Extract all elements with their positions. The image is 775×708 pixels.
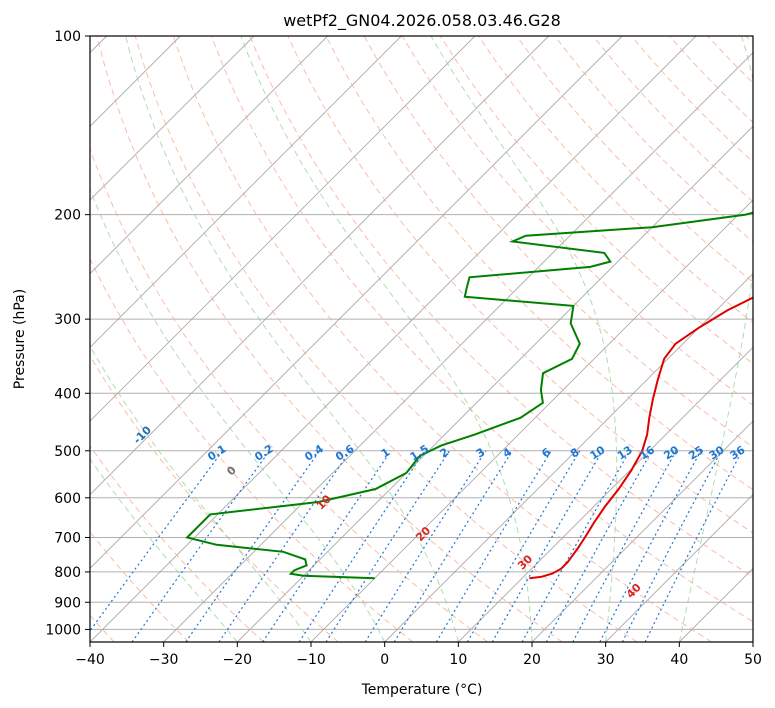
mixing-ratio-line-25 — [599, 450, 702, 642]
mixing-ratio-line-0.2 — [131, 450, 271, 642]
skewed-isotherms — [90, 36, 753, 642]
isotherm-30 — [605, 494, 753, 642]
moist-adiabat--10 — [90, 344, 312, 642]
mixing-ratio-line-20 — [572, 450, 677, 642]
mixing-ratio-line-36 — [644, 450, 743, 642]
mixing-ratio-line-1.5 — [298, 450, 426, 642]
moist-adiabat-20 — [240, 36, 533, 642]
x-axis-ticks: −40 −30 −20 −10 0 10 20 30 40 50 — [75, 642, 762, 668]
x-tick-label: −30 — [149, 652, 179, 668]
dry-adiabat-20 — [96, 36, 563, 642]
y-axis-label: Pressure (hPa) — [12, 289, 28, 389]
isotherm--60 — [90, 36, 549, 496]
isotherm--20 — [237, 125, 753, 642]
isotherm-20 — [531, 420, 753, 642]
isotherm--80 — [90, 36, 402, 348]
mixing-ratio-line-13 — [521, 450, 631, 642]
x-tick-label: −20 — [223, 652, 253, 668]
isotherm--40 — [90, 36, 697, 642]
x-tick-label: 0 — [380, 652, 389, 668]
plot-frame — [89, 35, 754, 643]
x-tick-label: −10 — [296, 652, 326, 668]
dry-adiabat-80 — [325, 36, 753, 491]
moist-adiabat-30 — [430, 36, 618, 642]
mixing-ratio-lines — [90, 450, 743, 642]
isotherm--70 — [90, 36, 476, 422]
moist-adiabat-40 — [678, 36, 753, 642]
dry-adiabat-0 — [90, 257, 414, 642]
isobar-gridlines — [90, 36, 753, 630]
x-tick-label: −40 — [75, 652, 105, 668]
mixing-ratio-line-2 — [325, 450, 451, 642]
moist-adiabat-10 — [125, 36, 459, 642]
moist-adiabats — [90, 36, 753, 642]
y-tick-label: 1000 — [45, 622, 81, 638]
x-tick-label: 40 — [670, 652, 688, 668]
y-tick-label: 800 — [54, 565, 81, 581]
profiles — [185, 211, 753, 580]
x-tick-label: 20 — [523, 652, 541, 668]
dry-adiabat-30 — [134, 36, 638, 642]
dry-adiabat-60 — [249, 36, 753, 578]
isotherm-10 — [458, 346, 753, 642]
y-tick-label: 300 — [54, 312, 81, 328]
x-tick-label: 30 — [597, 652, 615, 668]
mixing-ratio-line-10 — [491, 450, 604, 642]
y-tick-label: 900 — [54, 595, 81, 611]
mixing-ratio-line-4 — [393, 450, 513, 642]
isotherm--100 — [90, 36, 255, 201]
x-axis-label: Temperature (°C) — [361, 682, 483, 698]
mixing-ratio-line-30 — [621, 450, 722, 642]
moist-adiabat--20 — [90, 457, 238, 642]
isotherm--30 — [163, 52, 753, 642]
y-tick-label: 100 — [54, 29, 81, 45]
mixing-ratio-line-0.4 — [185, 450, 321, 642]
y-tick-label: 200 — [54, 208, 81, 224]
dry-adiabat--20 — [90, 444, 264, 642]
isotherm-0 — [384, 273, 753, 642]
mixing-ratio-line-6 — [435, 450, 552, 642]
x-tick-label: 10 — [449, 652, 467, 668]
dry-adiabat-40 — [172, 36, 712, 642]
moist-adiabat-0 — [90, 188, 386, 642]
temperature-profile-line — [529, 296, 753, 580]
y-axis-ticks: 100 200 300 400 500 600 700 800 900 1000 — [45, 29, 90, 638]
mixing-ratio-line-16 — [545, 450, 653, 642]
mixing-ratio-line-8 — [466, 450, 581, 642]
y-tick-label: 400 — [54, 386, 81, 402]
dewpoint-profile-line — [185, 211, 753, 580]
isotherm--90 — [90, 36, 328, 275]
y-tick-label: 600 — [54, 491, 81, 507]
dry-adiabat-70 — [287, 36, 753, 534]
mixing-ratio-line-0.1 — [90, 450, 224, 632]
dry-adiabat-50 — [211, 36, 753, 623]
y-tick-label: 700 — [54, 531, 81, 547]
chart-title: wetPf2_GN04.2026.058.03.46.G28 — [283, 11, 561, 31]
isotherm--50 — [90, 36, 623, 569]
dry-adiabat-130 — [516, 36, 753, 283]
y-tick-label: 500 — [54, 444, 81, 460]
plot-area: 0.10.20.40.611.52346810131620253036-100-… — [90, 36, 753, 642]
x-tick-label: 50 — [744, 652, 762, 668]
